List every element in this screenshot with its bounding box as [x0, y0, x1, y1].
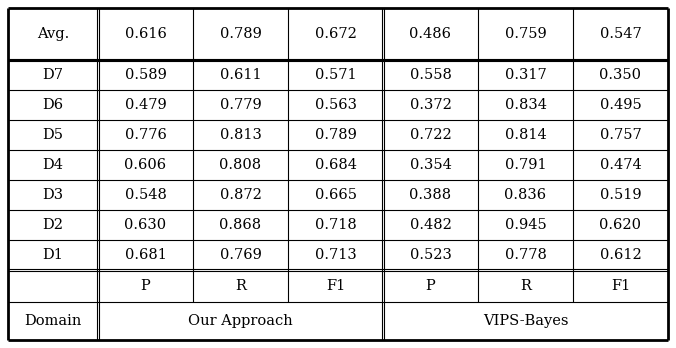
- Text: 0.672: 0.672: [314, 27, 356, 41]
- Text: 0.519: 0.519: [600, 188, 642, 202]
- Text: 0.486: 0.486: [410, 27, 452, 41]
- Text: 0.945: 0.945: [504, 218, 546, 232]
- Text: D2: D2: [43, 218, 64, 232]
- Text: 0.778: 0.778: [504, 248, 546, 262]
- Text: D4: D4: [43, 158, 64, 172]
- Text: 0.620: 0.620: [600, 218, 642, 232]
- Text: F1: F1: [326, 279, 345, 293]
- Text: 0.630: 0.630: [124, 218, 166, 232]
- Text: 0.612: 0.612: [600, 248, 642, 262]
- Text: VIPS-Bayes: VIPS-Bayes: [483, 314, 569, 328]
- Text: 0.722: 0.722: [410, 128, 452, 142]
- Text: 0.769: 0.769: [220, 248, 262, 262]
- Text: 0.684: 0.684: [314, 158, 356, 172]
- Text: 0.482: 0.482: [410, 218, 452, 232]
- Text: 0.611: 0.611: [220, 68, 262, 82]
- Text: 0.814: 0.814: [504, 128, 546, 142]
- Text: D1: D1: [43, 248, 64, 262]
- Text: 0.834: 0.834: [504, 98, 546, 112]
- Text: 0.779: 0.779: [220, 98, 262, 112]
- Text: P: P: [426, 279, 435, 293]
- Text: 0.388: 0.388: [410, 188, 452, 202]
- Text: 0.548: 0.548: [124, 188, 166, 202]
- Text: F1: F1: [611, 279, 630, 293]
- Text: 0.813: 0.813: [220, 128, 262, 142]
- Text: 0.757: 0.757: [600, 128, 642, 142]
- Text: 0.317: 0.317: [504, 68, 546, 82]
- Text: Our Approach: Our Approach: [188, 314, 293, 328]
- Text: 0.665: 0.665: [314, 188, 356, 202]
- Text: D5: D5: [43, 128, 64, 142]
- Text: D3: D3: [43, 188, 64, 202]
- Text: 0.474: 0.474: [600, 158, 642, 172]
- Text: 0.350: 0.350: [600, 68, 642, 82]
- Text: 0.589: 0.589: [124, 68, 166, 82]
- Text: 0.791: 0.791: [505, 158, 546, 172]
- Text: 0.616: 0.616: [124, 27, 166, 41]
- Text: Avg.: Avg.: [37, 27, 69, 41]
- Text: 0.372: 0.372: [410, 98, 452, 112]
- Text: 0.789: 0.789: [220, 27, 262, 41]
- Text: R: R: [235, 279, 246, 293]
- Text: 0.606: 0.606: [124, 158, 166, 172]
- Text: 0.713: 0.713: [314, 248, 356, 262]
- Text: 0.479: 0.479: [124, 98, 166, 112]
- Text: P: P: [141, 279, 150, 293]
- Text: 0.354: 0.354: [410, 158, 452, 172]
- Text: Domain: Domain: [24, 314, 82, 328]
- Text: 0.808: 0.808: [220, 158, 262, 172]
- Text: 0.776: 0.776: [124, 128, 166, 142]
- Text: 0.563: 0.563: [314, 98, 356, 112]
- Text: 0.759: 0.759: [504, 27, 546, 41]
- Text: D6: D6: [43, 98, 64, 112]
- Text: 0.571: 0.571: [315, 68, 356, 82]
- Text: 0.868: 0.868: [220, 218, 262, 232]
- Text: 0.558: 0.558: [410, 68, 452, 82]
- Text: 0.872: 0.872: [220, 188, 262, 202]
- Text: R: R: [520, 279, 531, 293]
- Text: 0.547: 0.547: [600, 27, 642, 41]
- Text: 0.718: 0.718: [314, 218, 356, 232]
- Text: 0.789: 0.789: [314, 128, 356, 142]
- Text: D7: D7: [43, 68, 64, 82]
- Text: 0.836: 0.836: [504, 188, 547, 202]
- Text: 0.495: 0.495: [600, 98, 642, 112]
- Text: 0.523: 0.523: [410, 248, 452, 262]
- Text: 0.681: 0.681: [124, 248, 166, 262]
